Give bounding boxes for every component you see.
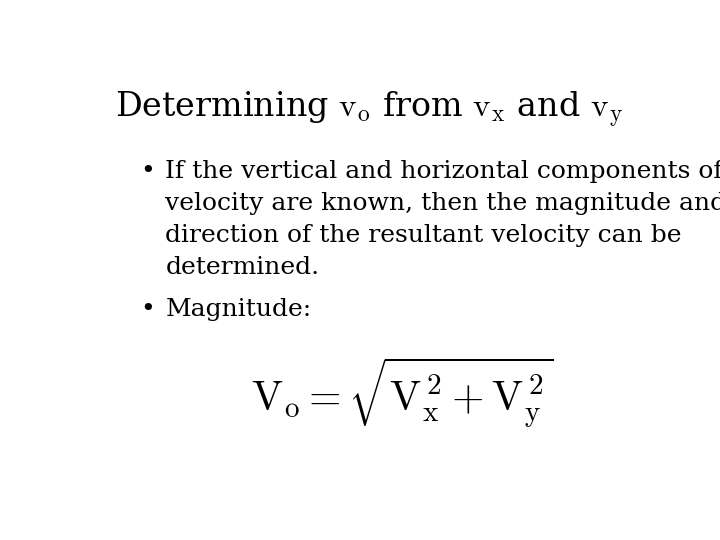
Text: If the vertical and horizontal components of the: If the vertical and horizontal component… (166, 160, 720, 184)
Text: Determining $\mathrm{v_o}$ from $\mathrm{v_x}$ and $\mathrm{v_y}$: Determining $\mathrm{v_o}$ from $\mathrm… (115, 90, 623, 130)
Text: $\mathrm{V_o = \sqrt{V_x^{\,2} + V_y^{\,2}}}$: $\mathrm{V_o = \sqrt{V_x^{\,2} + V_y^{\,… (251, 356, 554, 431)
Text: velocity are known, then the magnitude and: velocity are known, then the magnitude a… (166, 192, 720, 215)
Text: •: • (140, 298, 155, 321)
Text: determined.: determined. (166, 256, 320, 280)
Text: •: • (140, 160, 155, 184)
Text: direction of the resultant velocity can be: direction of the resultant velocity can … (166, 225, 682, 247)
Text: Magnitude:: Magnitude: (166, 298, 312, 321)
